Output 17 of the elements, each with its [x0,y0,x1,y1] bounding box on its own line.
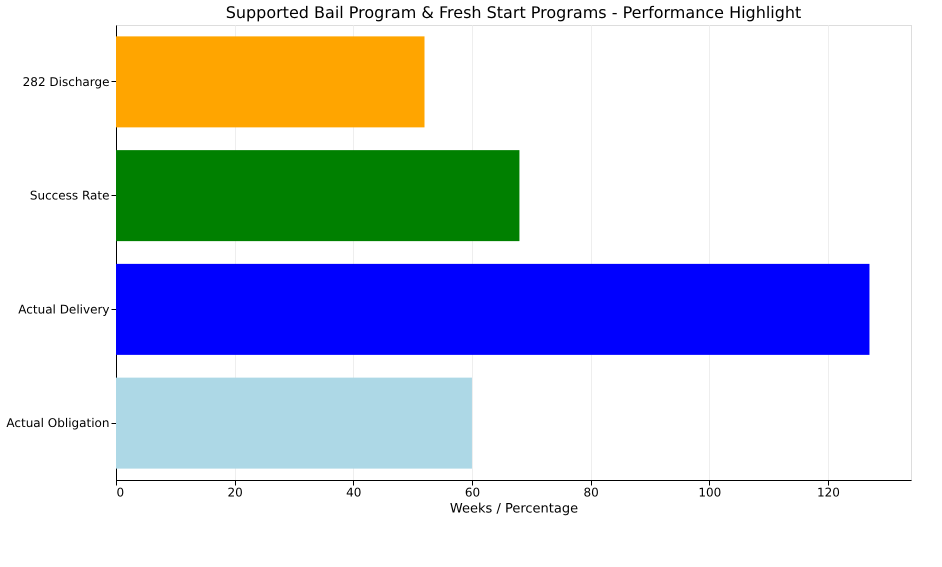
bar [116,150,520,242]
y-tick-label: Actual Obligation [6,416,110,430]
x-axis-title: Weeks / Percentage [450,502,578,516]
bar [116,378,472,469]
x-tick-label: 0 [116,486,124,500]
y-tick-label: 282 Discharge [22,74,110,89]
x-tick-label: 40 [346,486,362,500]
chart-title: Supported Bail Program & Fresh Start Programs - Performance Highlight [226,3,802,22]
y-tick-label: Success Rate [30,188,110,203]
x-tick-label: 80 [583,486,599,500]
x-tick-label: 20 [228,486,243,500]
y-tick-label: Actual Delivery [18,302,110,316]
bar [116,36,425,128]
bar [116,264,870,355]
x-tick-label: 100 [698,486,722,500]
x-tick-label: 60 [464,486,480,500]
x-tick-label: 120 [816,486,840,500]
